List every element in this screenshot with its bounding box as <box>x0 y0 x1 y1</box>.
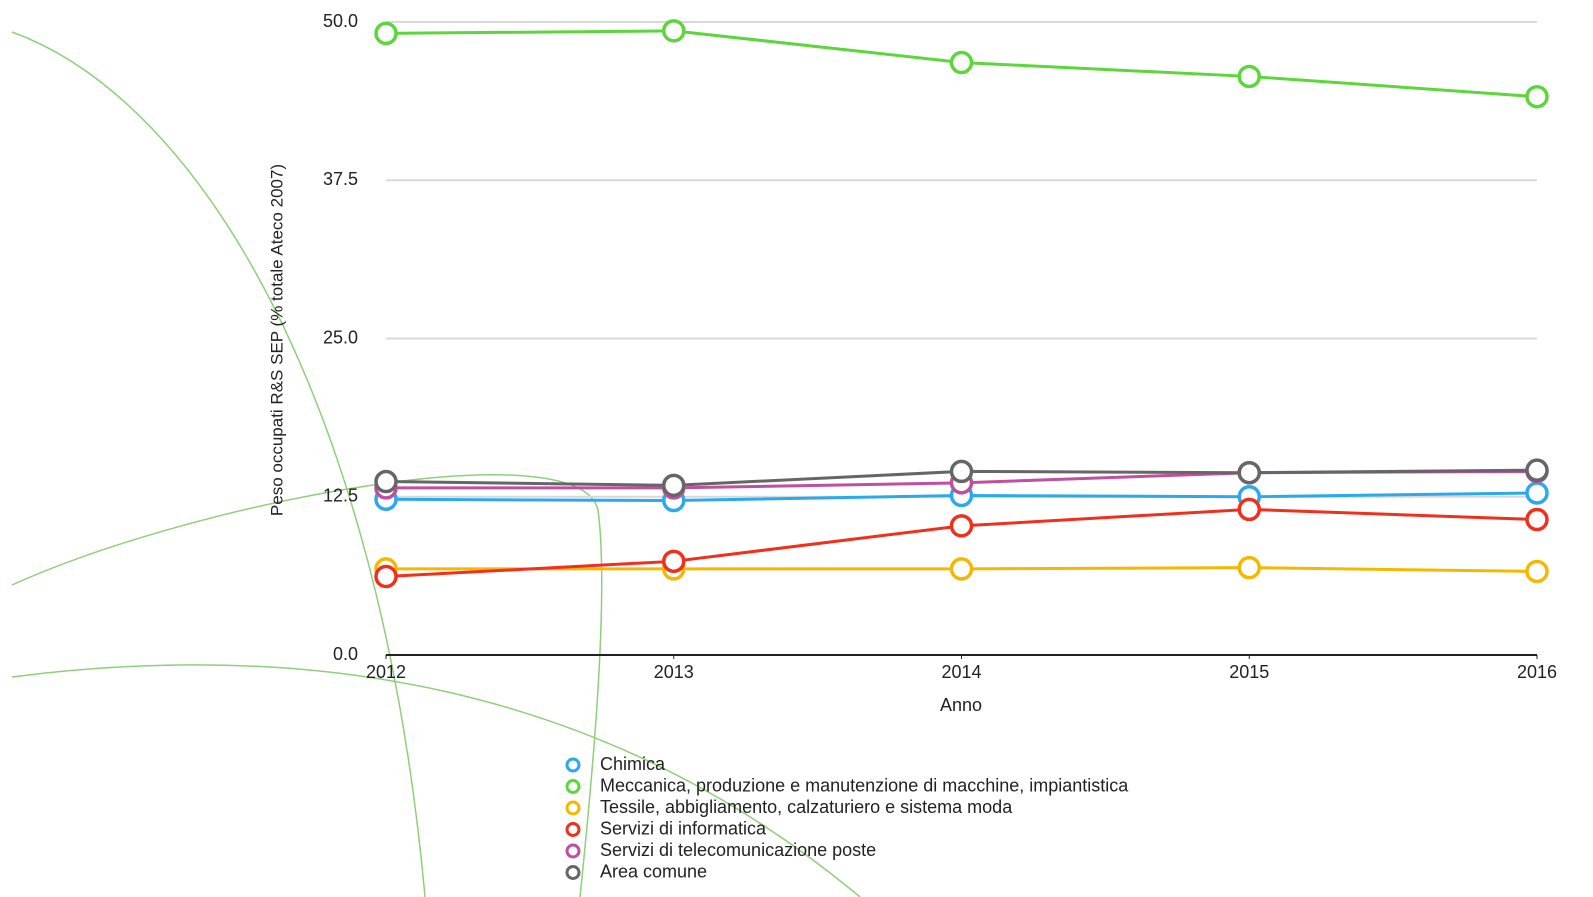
x-tick-label: 2016 <box>1517 662 1557 682</box>
decorative-arc <box>11 31 426 897</box>
point-marker <box>1525 84 1549 109</box>
point-marker <box>662 19 686 43</box>
y-tick-label: 12.5 <box>323 486 358 506</box>
point-marker <box>1525 458 1549 482</box>
point-marker <box>1525 559 1549 584</box>
legend-label: Chimica <box>600 754 666 774</box>
point-marker <box>374 564 398 589</box>
point-marker <box>1525 507 1549 532</box>
decorative-arc <box>11 474 603 897</box>
legend-marker <box>565 800 581 816</box>
point-marker <box>1237 64 1261 89</box>
y-axis-title: Peso occupati R&S SEP (% totale Ateco 20… <box>267 164 286 516</box>
legend-label: Servizi di informatica <box>600 818 767 838</box>
point-marker <box>949 514 974 538</box>
legend-marker <box>565 779 581 794</box>
point-marker <box>1237 555 1261 580</box>
x-tick-label: 2014 <box>941 662 981 682</box>
x-tick-label: 2013 <box>654 662 694 682</box>
point-marker <box>374 469 398 494</box>
y-tick-label: 25.0 <box>323 327 358 347</box>
point-marker <box>949 50 974 75</box>
legend-marker <box>565 757 581 773</box>
x-axis-title: Anno <box>940 695 982 715</box>
decorative-arc <box>11 664 861 897</box>
y-tick-label: 37.5 <box>323 169 358 189</box>
point-marker <box>374 21 398 46</box>
legend-label: Area comune <box>600 861 707 881</box>
legend-marker <box>565 822 581 837</box>
legend-marker <box>565 843 581 859</box>
y-tick-label: 50.0 <box>323 11 358 31</box>
legend-label: Meccanica, produzione e manutenzione di … <box>600 775 1129 795</box>
background-decoration <box>11 31 861 897</box>
x-tick-label: 2012 <box>366 662 406 682</box>
point-marker <box>949 557 974 581</box>
point-marker <box>949 459 974 484</box>
point-marker <box>662 473 686 498</box>
x-tick-label: 2015 <box>1229 662 1269 682</box>
point-marker <box>1525 481 1549 505</box>
point-marker <box>1237 460 1261 485</box>
legend-label: Servizi di telecomunicazione poste <box>600 840 876 860</box>
legend-marker <box>565 865 581 880</box>
legend-label: Tessile, abbigliamento, calzaturiero e s… <box>600 797 1013 817</box>
point-marker <box>662 549 686 574</box>
point-marker <box>1237 497 1261 522</box>
y-tick-label: 0.0 <box>333 644 358 664</box>
